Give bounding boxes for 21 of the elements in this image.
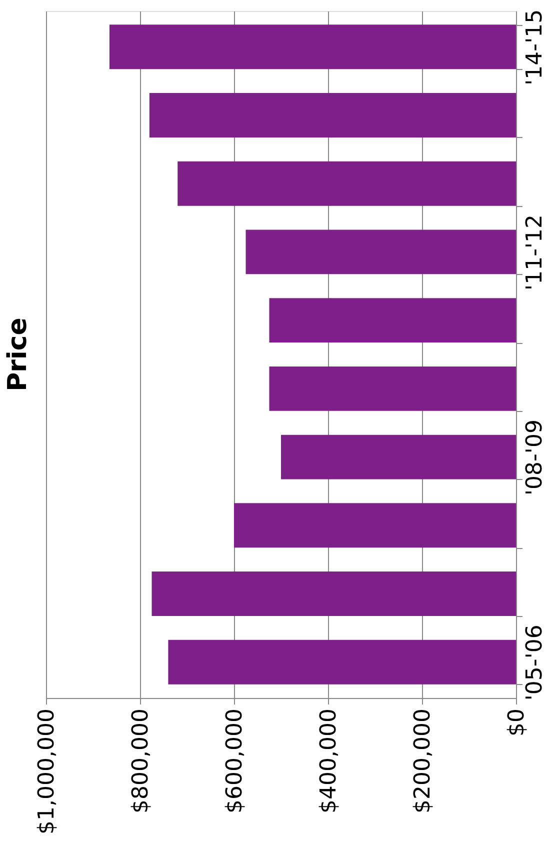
- x-tick-label: $800,000: [128, 708, 154, 814]
- bar: [234, 503, 516, 548]
- x-tick-label: $200,000: [410, 708, 436, 814]
- text: Price: [3, 318, 33, 392]
- bar: [149, 93, 516, 138]
- y-tick-label: '14-'15: [522, 9, 548, 86]
- x-tick-label: $1,000,000: [34, 708, 60, 834]
- bar: [168, 640, 516, 684]
- bar: [178, 161, 516, 206]
- x-tick-label: $600,000: [222, 708, 248, 814]
- bar: [246, 230, 516, 274]
- y-tick-label: '11-'12: [522, 214, 548, 290]
- bar: [269, 298, 516, 343]
- y-tick-label: '05-'06: [522, 624, 548, 701]
- bar: [152, 572, 516, 616]
- x-tick-label: $0: [504, 708, 530, 736]
- bar: [281, 434, 516, 480]
- y-tick-label: '08-'09: [522, 420, 548, 496]
- bar: [109, 24, 516, 70]
- x-tick-label: $400,000: [316, 708, 342, 814]
- bar: [269, 366, 516, 411]
